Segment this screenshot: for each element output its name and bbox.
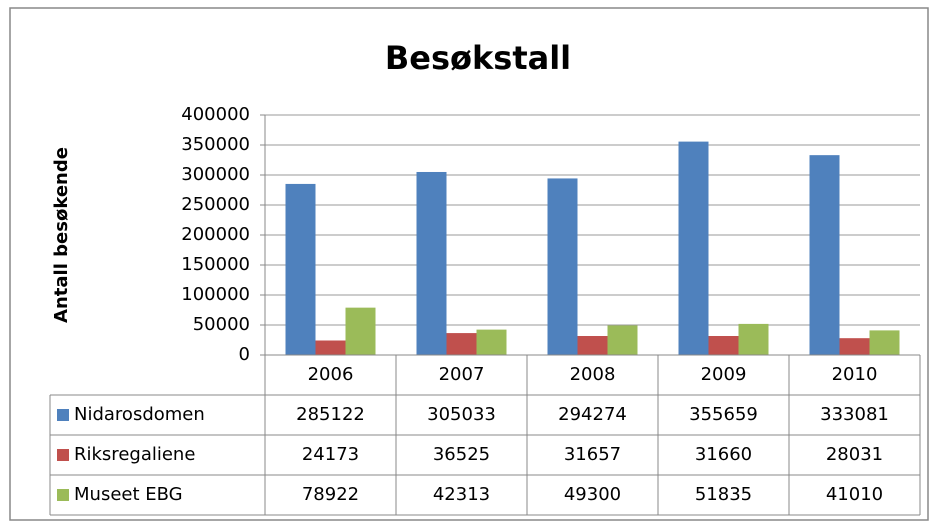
x-tick-label: 2006: [308, 364, 354, 385]
bar: [839, 338, 870, 355]
table-value: 28031: [826, 444, 883, 465]
bar: [476, 329, 507, 355]
bar: [607, 325, 638, 355]
legend-label: Riksregaliene: [74, 444, 195, 465]
table-value: 294274: [558, 404, 627, 425]
y-tick-label: 150000: [181, 254, 250, 275]
table-value: 41010: [826, 484, 883, 505]
bar: [446, 333, 477, 355]
bar: [345, 307, 376, 355]
y-axis-label: Antall besøkende: [51, 147, 72, 323]
bar: [285, 183, 316, 355]
y-tick-label: 200000: [181, 224, 250, 245]
bar: [547, 178, 578, 355]
legend-key: [57, 409, 69, 421]
y-tick-label: 100000: [181, 284, 250, 305]
table-value: 31657: [564, 444, 621, 465]
bar: [416, 171, 447, 355]
x-tick-label: 2008: [570, 364, 616, 385]
chart-title: Besøkstall: [385, 39, 571, 77]
table-value: 31660: [695, 444, 752, 465]
legend-label: Museet EBG: [74, 484, 183, 505]
table-value: 355659: [689, 404, 758, 425]
table-value: 305033: [427, 404, 496, 425]
bar: [315, 340, 346, 355]
y-tick-label: 300000: [181, 164, 250, 185]
y-tick-label: 250000: [181, 194, 250, 215]
bar: [708, 336, 739, 355]
table-value: 24173: [302, 444, 359, 465]
table-value: 42313: [433, 484, 490, 505]
table-value: 78922: [302, 484, 359, 505]
x-tick-label: 2007: [439, 364, 485, 385]
table-value: 333081: [820, 404, 889, 425]
legend-key: [57, 489, 69, 501]
table-value: 36525: [433, 444, 490, 465]
y-tick-label: 50000: [193, 314, 250, 335]
y-tick-label: 400000: [181, 104, 250, 125]
x-tick-label: 2009: [701, 364, 747, 385]
y-tick-label: 0: [239, 344, 250, 365]
legend-key: [57, 449, 69, 461]
y-tick-label: 350000: [181, 134, 250, 155]
table-value: 51835: [695, 484, 752, 505]
bar: [869, 330, 900, 355]
table-value: 285122: [296, 404, 365, 425]
bar: [738, 323, 769, 355]
bar: [678, 141, 709, 355]
table-value: 49300: [564, 484, 621, 505]
bar: [809, 155, 840, 355]
x-tick-label: 2010: [832, 364, 878, 385]
bar: [577, 336, 608, 355]
legend-label: Nidarosdomen: [74, 404, 205, 425]
